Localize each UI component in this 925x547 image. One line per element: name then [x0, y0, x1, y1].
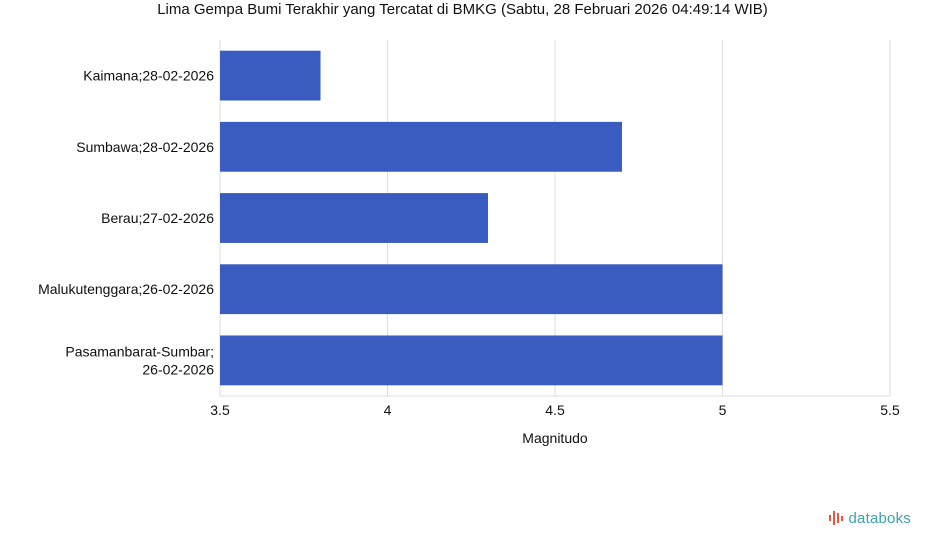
- category-label: Kaimana;28-02-2026: [83, 68, 214, 84]
- x-axis-title: Magnitudo: [522, 430, 588, 446]
- category-label: Malukutenggara;26-02-2026: [38, 281, 214, 297]
- bar[interactable]: [220, 193, 488, 243]
- bar[interactable]: [220, 264, 723, 315]
- category-label: 26-02-2026: [142, 361, 214, 377]
- databoks-bars-icon: [828, 511, 843, 525]
- bar[interactable]: [220, 50, 321, 101]
- category-labels: Kaimana;28-02-2026 Sumbawa;28-02-2026 Bera…: [38, 68, 214, 378]
- category-label: Berau;27-02-2026: [101, 210, 214, 226]
- x-tick-label: 3.5: [210, 402, 230, 418]
- category-label: Sumbawa;28-02-2026: [76, 139, 214, 155]
- x-tick-label: 4.5: [545, 402, 565, 418]
- x-tick-label: 4: [384, 402, 392, 418]
- brand-logo: databoks: [828, 509, 911, 527]
- chart-title: Lima Gempa Bumi Terakhir yang Tercatat d…: [157, 1, 768, 18]
- x-tick-label: 5: [719, 402, 727, 418]
- bar[interactable]: [220, 335, 723, 386]
- bars: [220, 50, 723, 386]
- brand-name: databoks: [848, 509, 911, 527]
- bar[interactable]: [220, 121, 622, 172]
- category-label: Pasamanbarat-Sumbar;: [65, 343, 214, 359]
- x-tick-label: 5.5: [880, 402, 900, 418]
- x-tick-labels: 3.5 4 4.5 5 5.5: [210, 402, 900, 418]
